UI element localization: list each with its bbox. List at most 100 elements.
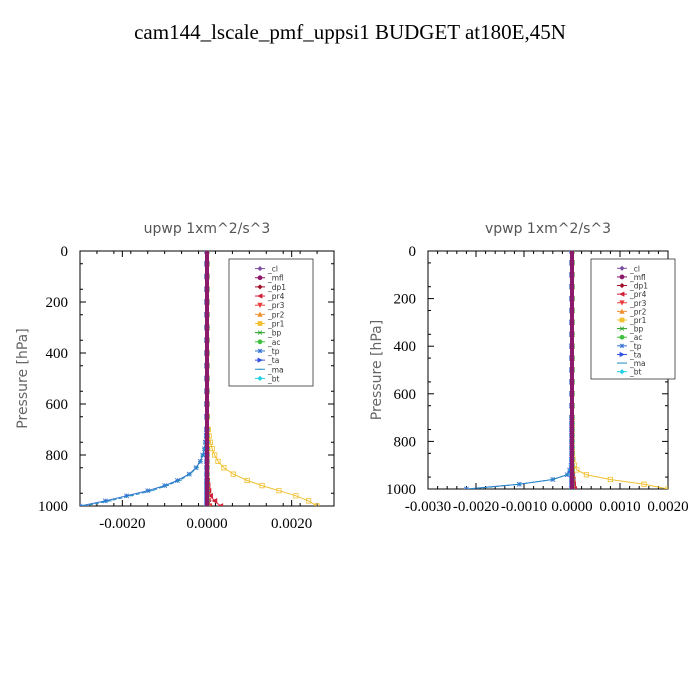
legend-marker xyxy=(257,275,263,281)
data-point xyxy=(215,458,221,464)
data-point xyxy=(607,476,613,483)
legend-marker xyxy=(619,274,625,280)
legend-entry: _tp xyxy=(629,342,642,351)
page-title: cam144_lscale_pmf_uppsi1 BUDGET at180E,4… xyxy=(134,20,566,44)
legend-entry: _pr1 xyxy=(267,320,285,329)
legend-marker xyxy=(257,266,263,272)
legend-marker xyxy=(257,375,263,381)
legend-marker xyxy=(257,330,263,335)
panel-0: upwp 1xm^2/s^3 Pressure [hPa] 0 200 400 600 80… xyxy=(15,221,335,532)
data-point xyxy=(209,446,215,452)
legend-marker xyxy=(619,326,625,331)
series-line xyxy=(471,251,573,489)
x-tick-label: -0.0030 xyxy=(405,499,451,515)
x-tick-label: 0.0010 xyxy=(599,499,640,515)
x-tick-label: -0.0020 xyxy=(453,499,499,515)
legend-entry: _cl xyxy=(629,264,640,273)
legend-entry: _ta xyxy=(629,350,641,359)
legend-marker xyxy=(257,293,263,299)
data-point xyxy=(463,486,469,489)
legend-marker xyxy=(257,339,263,345)
legend-marker xyxy=(257,357,263,363)
legend-entry: _pr3 xyxy=(267,301,285,310)
legend-entry: _pr2 xyxy=(629,307,647,316)
legend-entry: _bp xyxy=(267,329,282,338)
legend-entry: _ac xyxy=(267,338,280,347)
legend: _cl_mfl_dp1_pr4_pr3_pr2_pr1_bp_ac_tp_ta_… xyxy=(590,258,676,380)
panel-title: vpwp 1xm^2/s^3 xyxy=(485,221,611,237)
legend-marker xyxy=(619,282,625,289)
data-point xyxy=(314,503,320,506)
legend-entry: _pr3 xyxy=(629,299,647,308)
data-point xyxy=(221,465,227,471)
legend-marker xyxy=(257,321,263,326)
data-point xyxy=(293,493,299,499)
series-tp xyxy=(463,251,575,489)
data-point xyxy=(641,481,647,487)
series-line xyxy=(84,251,208,506)
data-point xyxy=(244,477,250,484)
legend-marker xyxy=(619,334,625,340)
y-tick-label: 600 xyxy=(46,397,69,413)
legend-entry: _bp xyxy=(629,325,644,334)
x-tick-label: 0.0000 xyxy=(186,516,227,532)
data-point xyxy=(207,492,213,499)
legend-marker xyxy=(619,291,625,297)
legend-entry: _tp xyxy=(267,347,280,356)
y-tick-label: 0 xyxy=(409,244,417,260)
data-point xyxy=(211,498,218,504)
legend-entry: _bt xyxy=(267,374,280,383)
legend-entry: _ta xyxy=(267,356,279,365)
series-tp xyxy=(80,251,210,506)
x-tick-label: -0.0020 xyxy=(99,516,145,532)
legend-marker xyxy=(257,311,263,317)
legend-entry: _mfl xyxy=(267,274,284,283)
y-tick-label: 200 xyxy=(394,292,417,308)
data-point xyxy=(230,471,236,477)
y-axis-label: Pressure [hPa] xyxy=(369,320,385,420)
x-tick-label: 0.0020 xyxy=(647,499,688,515)
legend-entry: _dp1 xyxy=(267,283,286,292)
legend-marker xyxy=(619,317,625,323)
x-tick-label: 0.0000 xyxy=(551,499,592,515)
y-tick-label: 1000 xyxy=(38,499,68,515)
legend-marker xyxy=(619,343,625,349)
legend-marker xyxy=(257,302,263,309)
y-axis-label: Pressure [hPa] xyxy=(15,328,31,428)
y-tick-label: 600 xyxy=(394,387,417,403)
data-point xyxy=(306,498,312,504)
legend-entry: _ma xyxy=(267,365,284,374)
data-point xyxy=(124,493,130,499)
legend-marker xyxy=(619,351,625,358)
x-tick-label: 0.0020 xyxy=(271,516,312,532)
data-point xyxy=(583,472,589,478)
legend-box xyxy=(590,258,676,380)
legend-entry: _ma xyxy=(629,359,646,368)
plot-area xyxy=(80,251,320,506)
legend-marker xyxy=(257,284,263,290)
data-point xyxy=(217,503,224,506)
data-point xyxy=(574,467,580,473)
y-tick-label: 1000 xyxy=(386,482,416,498)
data-point xyxy=(212,452,218,458)
data-point xyxy=(145,488,151,494)
series-ma xyxy=(469,251,575,489)
legend-marker xyxy=(619,265,625,271)
legend-entry: _mfl xyxy=(629,273,646,282)
y-tick-label: 400 xyxy=(46,346,69,362)
panel-title: upwp 1xm^2/s^3 xyxy=(144,221,271,237)
y-tick-label: 0 xyxy=(61,244,69,260)
data-point xyxy=(102,498,108,504)
y-tick-label: 400 xyxy=(394,339,417,355)
legend-entry: _pr1 xyxy=(629,316,647,325)
data-point xyxy=(276,488,282,494)
legend-entry: _pr4 xyxy=(267,292,285,301)
legend-entry: _bt xyxy=(629,368,642,377)
legend-marker xyxy=(257,348,263,354)
legend-entry: _pr4 xyxy=(629,290,647,299)
data-point xyxy=(80,503,83,506)
legend-entry: _cl xyxy=(267,265,278,274)
legend-entry: _ac xyxy=(629,333,642,342)
legend-marker xyxy=(619,308,625,314)
